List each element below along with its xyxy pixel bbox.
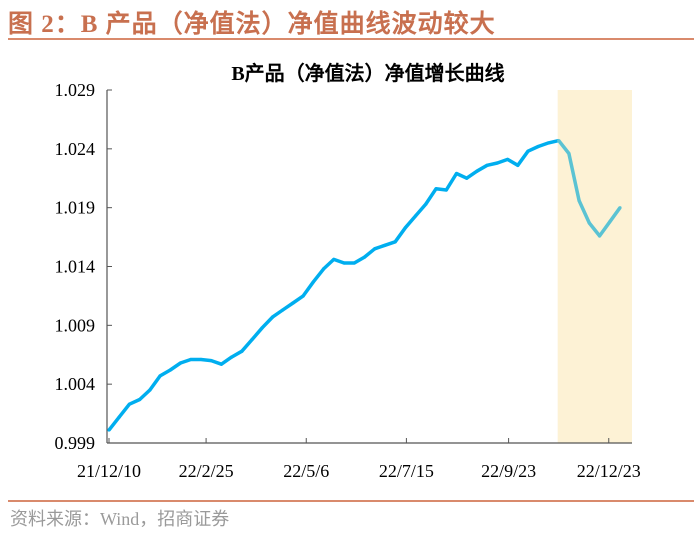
data-point <box>587 221 591 225</box>
data-point <box>454 171 459 176</box>
data-point <box>281 308 285 312</box>
chart-title: B产品（净值法）净值增长曲线 <box>231 61 504 85</box>
data-point <box>373 247 377 251</box>
data-point <box>465 176 469 180</box>
data-point <box>608 220 612 224</box>
highlight-band <box>557 90 632 443</box>
data-point <box>291 301 295 305</box>
data-point <box>199 357 203 362</box>
y-tick-label: 1.019 <box>55 198 96 218</box>
data-point <box>322 267 326 271</box>
data-point <box>127 402 132 406</box>
y-tick-label: 1.009 <box>55 315 96 335</box>
data-point <box>342 261 346 265</box>
data-point <box>148 388 152 392</box>
data-point <box>393 240 397 244</box>
data-point <box>230 355 234 359</box>
data-point <box>240 349 244 353</box>
data-point <box>301 294 305 298</box>
y-tick-label: 1.029 <box>55 80 96 100</box>
data-point <box>158 374 162 378</box>
data-point <box>250 337 254 342</box>
data-point <box>485 163 489 167</box>
data-point <box>516 163 520 167</box>
data-point <box>434 187 438 191</box>
data-point <box>383 243 387 247</box>
data-point <box>567 151 571 156</box>
data-point <box>536 144 540 149</box>
data-point <box>403 226 407 230</box>
x-tick-label: 22/2/25 <box>179 461 234 481</box>
nav-line <box>107 138 560 432</box>
data-point <box>209 359 213 363</box>
title-rule <box>8 38 694 40</box>
source-rule <box>8 500 694 502</box>
y-tick-label: 1.014 <box>55 257 96 277</box>
data-point <box>495 161 499 165</box>
data-point <box>618 206 622 210</box>
x-tick-label: 22/7/15 <box>379 461 434 481</box>
line-chart: B产品（净值法）净值增长曲线 0.999 1.004 1.009 1.014 1.019… <box>55 61 641 481</box>
data-point <box>475 169 479 173</box>
data-point <box>270 315 275 319</box>
y-tick-label: 1.024 <box>55 139 96 159</box>
x-tick-label: 22/5/6 <box>283 461 329 481</box>
data-point <box>546 141 551 145</box>
data-point <box>362 255 367 259</box>
x-tick-label: 22/12/23 <box>577 461 641 481</box>
x-tick-label: 21/12/10 <box>77 461 141 481</box>
source-note: 资料来源：Wind，招商证券 <box>10 509 230 529</box>
x-tick-label: 22/9/23 <box>481 461 536 481</box>
data-point <box>444 188 448 192</box>
y-tick-label: 1.004 <box>55 374 96 394</box>
data-point <box>178 361 183 365</box>
y-tick-label: 0.999 <box>55 433 96 453</box>
data-point <box>352 261 356 265</box>
data-point <box>117 415 121 419</box>
data-point <box>505 157 510 162</box>
data-point <box>260 326 264 330</box>
data-point <box>424 202 428 206</box>
data-point <box>168 368 172 372</box>
data-point <box>414 214 418 218</box>
data-point <box>138 397 142 402</box>
data-point <box>107 428 111 432</box>
data-point <box>311 280 315 284</box>
data-point <box>526 149 530 153</box>
data-point <box>189 357 193 362</box>
data-point <box>577 199 581 203</box>
data-point <box>557 138 561 143</box>
data-point <box>332 257 336 262</box>
data-point <box>597 234 602 238</box>
data-point <box>219 362 224 366</box>
figure-title: 图 2：B 产品（净值法）净值曲线波动较大 <box>8 11 496 38</box>
